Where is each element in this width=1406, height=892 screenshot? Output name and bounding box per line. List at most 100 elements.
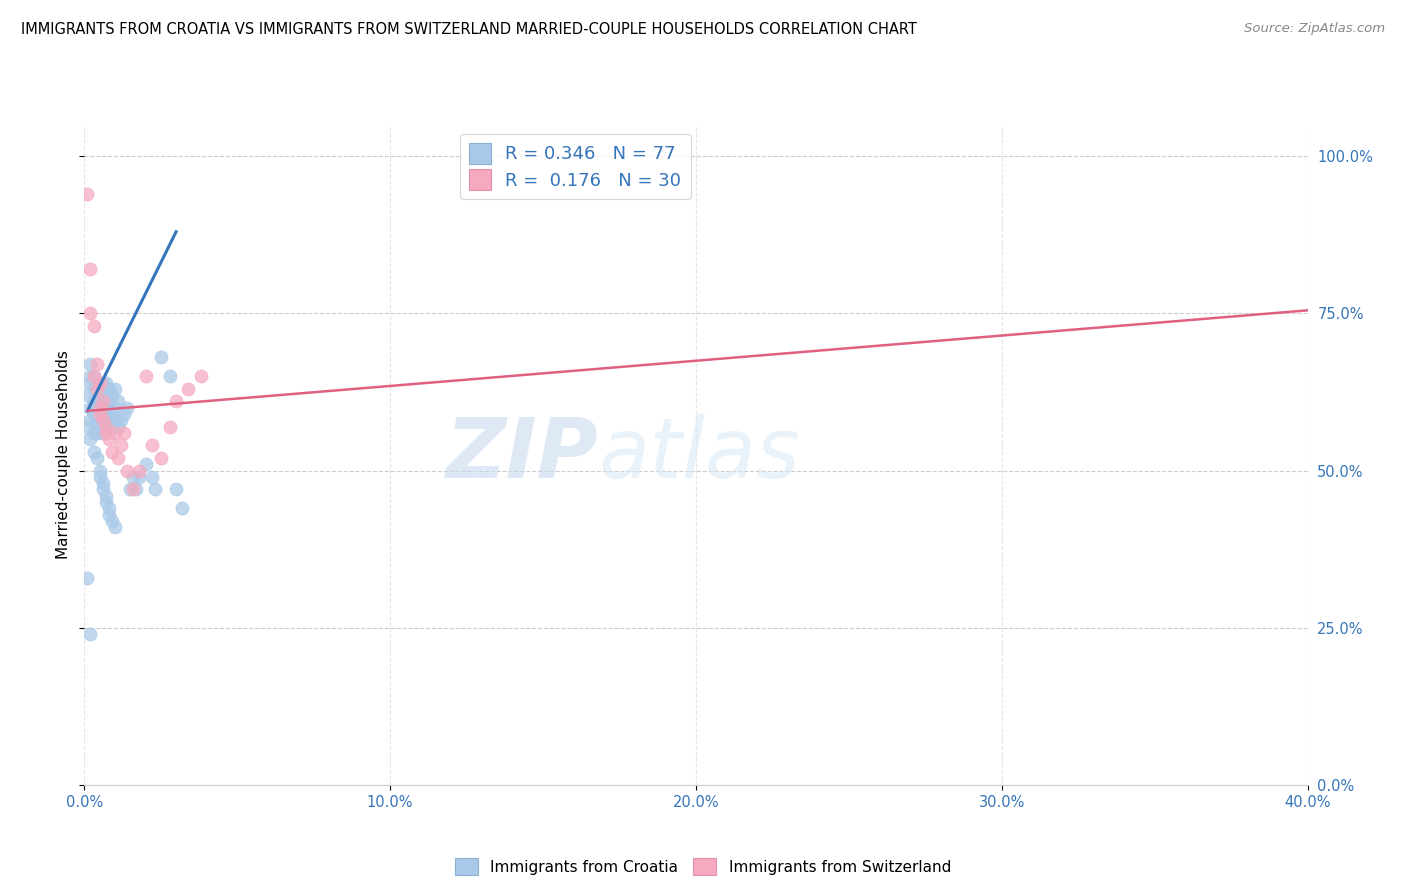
Point bbox=[97, 501, 120, 516]
Point bbox=[79, 306, 101, 320]
Point bbox=[94, 489, 117, 503]
Point bbox=[101, 388, 124, 402]
Point bbox=[104, 413, 127, 427]
Point bbox=[101, 407, 124, 421]
Point bbox=[91, 413, 114, 427]
Point bbox=[94, 401, 117, 415]
Point bbox=[79, 627, 101, 641]
Point bbox=[89, 382, 111, 396]
Text: IMMIGRANTS FROM CROATIA VS IMMIGRANTS FROM SWITZERLAND MARRIED-COUPLE HOUSEHOLDS: IMMIGRANTS FROM CROATIA VS IMMIGRANTS FR… bbox=[21, 22, 917, 37]
Point bbox=[89, 470, 111, 484]
Point bbox=[83, 444, 105, 458]
Point bbox=[190, 369, 212, 384]
Point bbox=[120, 483, 142, 497]
Point bbox=[83, 319, 105, 334]
Point bbox=[94, 425, 117, 440]
Point bbox=[91, 394, 114, 409]
Point bbox=[91, 483, 114, 497]
Point bbox=[101, 514, 124, 528]
Point bbox=[89, 394, 111, 409]
Point bbox=[128, 470, 150, 484]
Point bbox=[97, 432, 120, 446]
Point bbox=[122, 470, 145, 484]
Point bbox=[110, 438, 132, 452]
Point bbox=[86, 376, 108, 390]
Point bbox=[83, 407, 105, 421]
Point bbox=[79, 376, 101, 390]
Point bbox=[89, 376, 111, 390]
Text: ZIP: ZIP bbox=[446, 415, 598, 495]
Point bbox=[159, 419, 181, 434]
Point bbox=[91, 401, 114, 415]
Point bbox=[125, 483, 148, 497]
Point bbox=[89, 407, 111, 421]
Point bbox=[91, 476, 114, 491]
Point bbox=[104, 382, 127, 396]
Point bbox=[101, 444, 124, 458]
Point bbox=[122, 483, 145, 497]
Point bbox=[141, 438, 163, 452]
Point bbox=[83, 401, 105, 415]
Point bbox=[97, 413, 120, 427]
Point bbox=[135, 458, 157, 472]
Point bbox=[165, 483, 187, 497]
Legend: R = 0.346   N = 77, R =  0.176   N = 30: R = 0.346 N = 77, R = 0.176 N = 30 bbox=[460, 134, 690, 199]
Point bbox=[86, 357, 108, 371]
Point bbox=[94, 388, 117, 402]
Point bbox=[110, 413, 132, 427]
Point bbox=[177, 382, 200, 396]
Point bbox=[91, 413, 114, 427]
Point bbox=[76, 388, 98, 402]
Point bbox=[97, 382, 120, 396]
Point bbox=[83, 369, 105, 384]
Point bbox=[83, 394, 105, 409]
Point bbox=[149, 351, 172, 365]
Point bbox=[76, 187, 98, 202]
Point bbox=[89, 401, 111, 415]
Point bbox=[104, 520, 127, 534]
Point bbox=[104, 401, 127, 415]
Point bbox=[97, 508, 120, 522]
Point bbox=[101, 419, 124, 434]
Point bbox=[86, 451, 108, 466]
Point bbox=[94, 376, 117, 390]
Point bbox=[86, 425, 108, 440]
Point bbox=[143, 483, 166, 497]
Text: atlas: atlas bbox=[598, 415, 800, 495]
Point bbox=[112, 407, 135, 421]
Point bbox=[89, 401, 111, 415]
Point bbox=[83, 382, 105, 396]
Text: Source: ZipAtlas.com: Source: ZipAtlas.com bbox=[1244, 22, 1385, 36]
Point bbox=[89, 464, 111, 478]
Legend: Immigrants from Croatia, Immigrants from Switzerland: Immigrants from Croatia, Immigrants from… bbox=[450, 853, 956, 880]
Point bbox=[128, 464, 150, 478]
Point bbox=[86, 382, 108, 396]
Point bbox=[91, 425, 114, 440]
Point bbox=[86, 382, 108, 396]
Point bbox=[79, 357, 101, 371]
Point bbox=[79, 401, 101, 415]
Point bbox=[97, 419, 120, 434]
Point bbox=[107, 451, 129, 466]
Point bbox=[97, 394, 120, 409]
Point bbox=[165, 394, 187, 409]
Point bbox=[76, 570, 98, 584]
Point bbox=[107, 419, 129, 434]
Point bbox=[79, 413, 101, 427]
Point bbox=[115, 464, 138, 478]
Point bbox=[76, 419, 98, 434]
Point bbox=[83, 369, 105, 384]
Point bbox=[89, 407, 111, 421]
Point bbox=[79, 262, 101, 277]
Y-axis label: Married-couple Households: Married-couple Households bbox=[56, 351, 72, 559]
Point bbox=[94, 419, 117, 434]
Point bbox=[94, 419, 117, 434]
Point bbox=[94, 407, 117, 421]
Point bbox=[107, 394, 129, 409]
Point bbox=[159, 369, 181, 384]
Point bbox=[135, 369, 157, 384]
Point bbox=[112, 425, 135, 440]
Point bbox=[149, 451, 172, 466]
Point bbox=[94, 394, 117, 409]
Point bbox=[115, 401, 138, 415]
